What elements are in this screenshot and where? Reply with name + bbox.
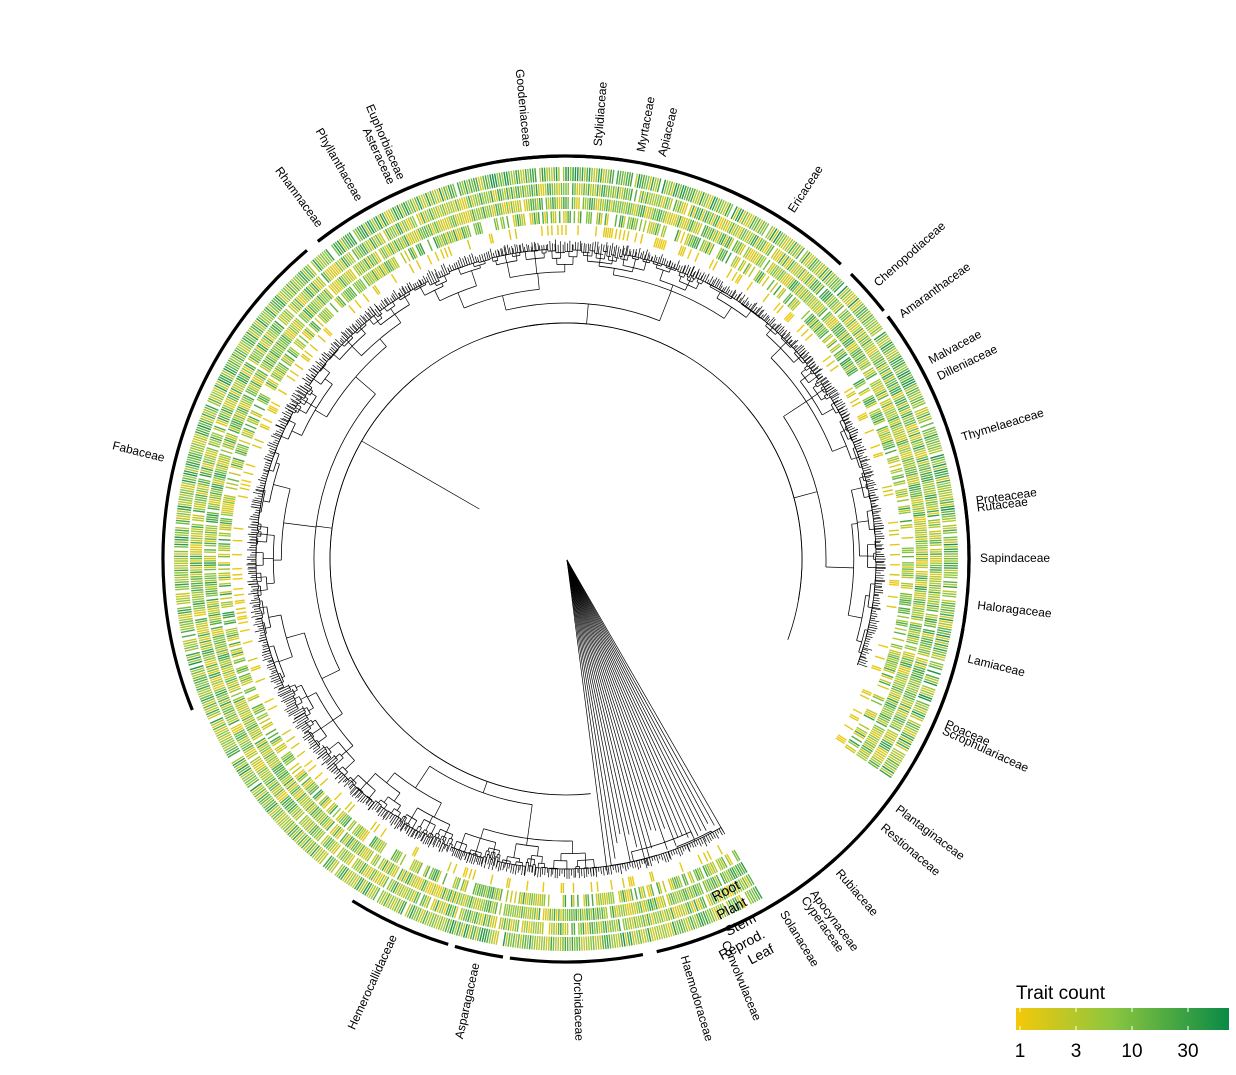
- family-label-scrophulariaceae: Scrophulariaceae: [940, 724, 1031, 776]
- family-arc-malvaceae: [886, 315, 947, 422]
- tree-root-lineage: [566, 559, 724, 875]
- family-label-rhamnaceae: Rhamnaceae: [272, 164, 326, 230]
- family-arc-myrtaceae: [447, 154, 816, 243]
- family-arc-scrophulariaceae: [913, 689, 949, 762]
- family-label-hemerocallidaceae: Hemerocallidaceae: [345, 932, 400, 1032]
- family-arc-hemerocallidaceae: [351, 899, 449, 946]
- family-label-myrtaceae: Myrtaceae: [634, 95, 658, 153]
- family-arc-rhamnaceae: [316, 227, 336, 243]
- family-arc-phyllanthaceae: [351, 201, 378, 219]
- family-label-sapindaceae: Sapindaceae: [980, 551, 1050, 565]
- family-arc-orchidaceae: [509, 953, 644, 964]
- phylogenetic-tree: [246, 239, 886, 879]
- family-label-asparagaceae: Asparagaceae: [452, 961, 482, 1040]
- family-label-lamiaceae: Lamiaceae: [966, 652, 1027, 680]
- family-arc-solanaceae: [766, 895, 787, 910]
- family-arc-apocynaceae: [790, 870, 821, 895]
- family-arc-convolvulaceae: [676, 910, 763, 948]
- heatmap-ring-3: [203, 196, 929, 922]
- family-label-rubiaceae: Rubiaceae: [833, 866, 881, 919]
- trait-count-legend: Trait count 1 3 10 30: [1015, 983, 1229, 1062]
- family-label-rutaceae: Rutaceae: [976, 494, 1029, 514]
- trait-heatmap-rings: [173, 166, 959, 952]
- family-arc-euphorbiaceae: [388, 181, 423, 199]
- family-label-chenopodiaceae: Chenopodiaceae: [871, 218, 948, 289]
- family-arc-haloragaceae: [962, 586, 970, 623]
- legend-title: Trait count: [1016, 983, 1106, 1004]
- family-arc-lamiaceae: [947, 628, 965, 684]
- family-label-apiaceae: Apiaceae: [655, 106, 680, 158]
- family-arc-rutaceae: [961, 488, 970, 532]
- family-arcs: [161, 154, 971, 964]
- family-label-haloragaceae: Haloragaceae: [977, 598, 1053, 620]
- legend-tick-label: 1: [1015, 1041, 1026, 1062]
- tree-body: [246, 239, 886, 879]
- family-label-thymelaeaceae: Thymelaeaceae: [960, 405, 1046, 443]
- heatmap-ring-1: [231, 224, 901, 894]
- family-arc-asparagaceae: [454, 944, 504, 959]
- family-label-stylidiaceae: Stylidiaceae: [591, 81, 610, 147]
- heatmap-ring-4: [189, 182, 943, 936]
- family-arc-thymelaeaceae: [945, 427, 957, 456]
- family-label-orchidaceae: Orchidaceae: [571, 973, 587, 1042]
- legend-colorbar: [1016, 1008, 1229, 1030]
- family-arc-chenopodiaceae: [849, 272, 885, 312]
- family-arc-plantaginaceae: [864, 771, 910, 830]
- family-label-amaranthaceae: Amaranthaceae: [896, 259, 973, 320]
- family-label-ericaceae: Ericaceae: [785, 163, 826, 216]
- legend-tick-label: 3: [1071, 1041, 1082, 1062]
- heatmap-ring-2: [217, 210, 915, 908]
- legend-tick-label: 10: [1121, 1041, 1142, 1062]
- legend-ticks: 1 3 10 30: [1015, 1008, 1199, 1062]
- family-label-goodeniaceae: Goodeniaceae: [513, 68, 534, 147]
- legend-tick-label: 30: [1177, 1041, 1198, 1062]
- family-arc-fabaceae: [161, 249, 309, 711]
- heatmap-ring-5: [173, 166, 959, 952]
- family-label-haemodoraceae: Haemodoraceae: [678, 954, 717, 1043]
- family-label-plantaginaceae: Plantaginaceae: [893, 802, 968, 863]
- family-label-fabaceae: Fabaceae: [111, 438, 166, 465]
- family-label-phyllanthaceae: Phyllanthaceae: [313, 126, 366, 204]
- family-arc-rubiaceae: [823, 857, 837, 869]
